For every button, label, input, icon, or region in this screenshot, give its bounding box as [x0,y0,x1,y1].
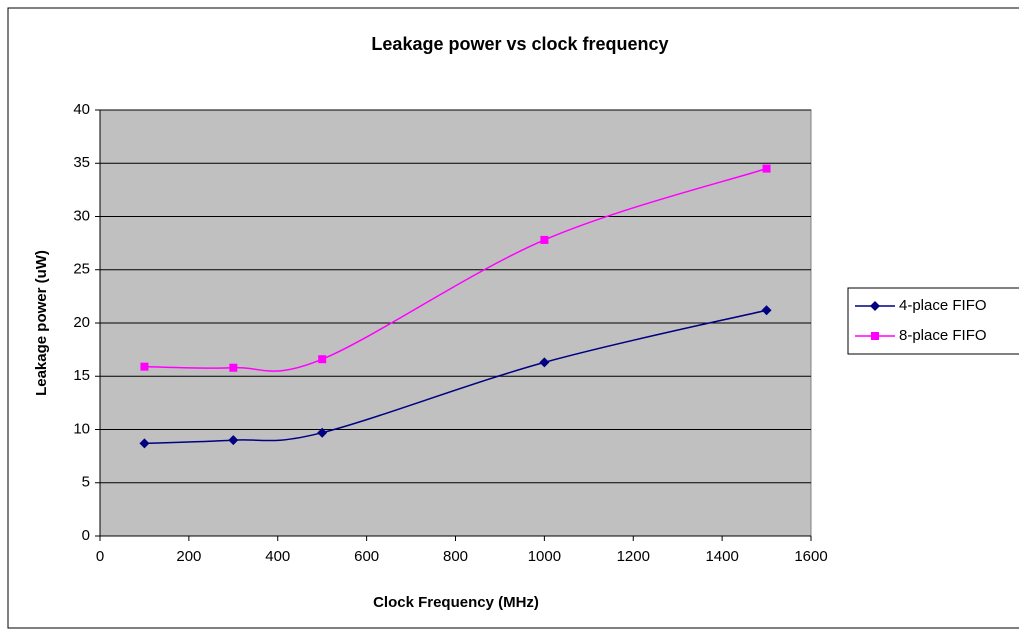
x-axis-title: Clock Frequency (MHz) [373,594,539,611]
series-line [144,309,767,445]
marker [229,363,238,372]
legend-label: 4-place FIFO [899,297,987,314]
x-tick-label: 1600 [794,548,827,565]
marker [539,357,550,368]
marker [761,305,772,316]
marker [871,332,879,340]
y-tick-label: 5 [82,474,90,491]
y-tick-label: 40 [73,101,90,118]
y-tick-label: 35 [73,154,90,171]
x-tick-label: 1200 [617,548,650,565]
marker [317,427,328,438]
marker [140,362,149,371]
legend-box [847,287,1019,355]
x-tick-label: 800 [443,548,468,565]
x-tick-label: 1400 [705,548,738,565]
x-tick-label: 200 [176,548,201,565]
y-tick-label: 30 [73,207,90,224]
y-tick-label: 10 [73,420,90,437]
marker [228,435,239,446]
x-tick-label: 400 [265,548,290,565]
y-tick-label: 25 [73,261,90,278]
y-tick-label: 15 [73,367,90,384]
legend-label: 8-place FIFO [899,327,987,344]
x-tick-label: 600 [354,548,379,565]
marker [870,301,880,311]
series-line [144,167,767,372]
marker [540,235,549,244]
marker [318,355,327,364]
y-tick-label: 0 [82,527,90,544]
y-axis-title: Leakage power (uW) [33,250,50,396]
marker [139,438,150,449]
y-tick-label: 20 [73,314,90,331]
x-tick-label: 0 [96,548,104,565]
legend: 4-place FIFO 8-place FIFO [847,287,1019,355]
marker [762,164,771,173]
x-tick-label: 1000 [528,548,561,565]
chart-title: Leakage power vs clock frequency [371,34,668,54]
